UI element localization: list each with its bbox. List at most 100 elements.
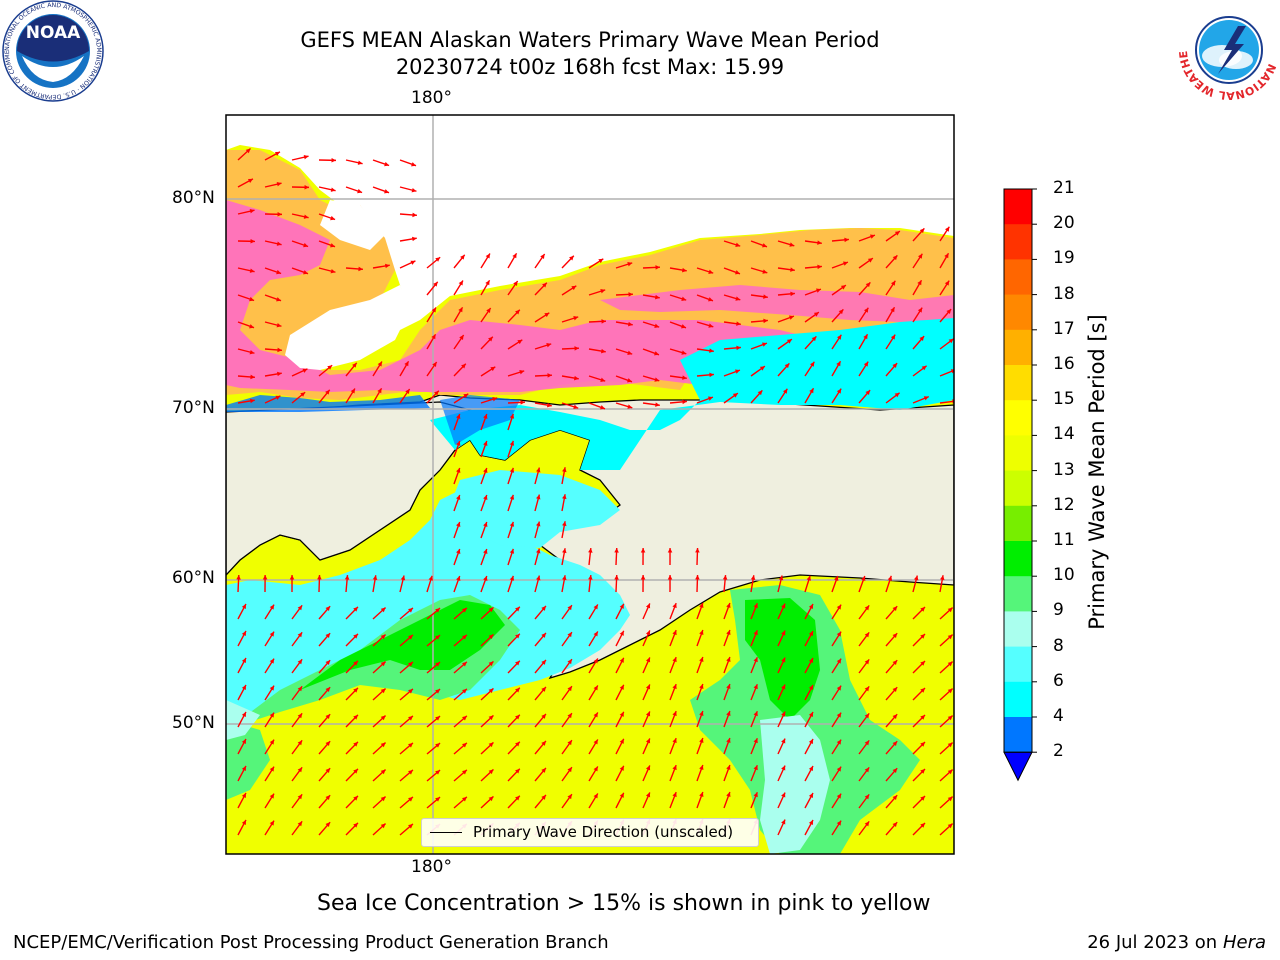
wave-arrow-head xyxy=(358,266,363,272)
wave-arrow-head xyxy=(619,630,624,636)
wave-arrow-head xyxy=(784,363,790,369)
wave-arrow-head xyxy=(917,307,923,313)
wave-arrow-head xyxy=(593,712,598,718)
wave-arrow-head xyxy=(672,657,677,663)
wave-arrow-head xyxy=(483,576,488,581)
wave-arrow-head xyxy=(919,228,925,234)
wave-arrow-head xyxy=(762,269,768,274)
wave-arrow-head xyxy=(541,794,546,800)
wave-arrow-head xyxy=(269,658,275,664)
wave-arrow-head xyxy=(357,160,363,165)
wave-arrow-head xyxy=(762,243,767,248)
wave-arrow-head xyxy=(944,280,950,286)
colorbar-tick-label: 17 xyxy=(1053,318,1075,339)
wave-arrow-head xyxy=(619,765,624,771)
wave-arrow-head xyxy=(894,231,900,236)
wave-arrow-head xyxy=(435,770,441,775)
colorbar-tick-label: 11 xyxy=(1053,530,1075,550)
wave-arrow-head xyxy=(709,372,714,378)
wave-arrow-head xyxy=(944,253,949,259)
wave-arrow-head xyxy=(757,390,763,396)
wave-arrow-head xyxy=(865,390,871,395)
wave-arrow-head xyxy=(408,769,413,775)
wave-arrow-head xyxy=(614,548,619,553)
wave-arrow-head xyxy=(325,741,331,747)
wave-arrow-head xyxy=(456,575,461,581)
wave-arrow-head xyxy=(428,575,433,581)
wave-arrow-head xyxy=(567,632,572,638)
lat-label-50n: 50°N xyxy=(172,713,215,733)
wave-arrow-head xyxy=(844,237,849,243)
wave-arrow-head xyxy=(520,400,525,405)
wave-arrow-head xyxy=(541,605,546,611)
wave-arrow-head xyxy=(864,605,870,611)
wave-arrow-head xyxy=(241,792,246,798)
wave-arrow-head xyxy=(708,323,714,328)
wave-arrow-head xyxy=(353,714,358,720)
wave-arrow-head xyxy=(695,575,700,580)
colorbar-band xyxy=(1004,435,1032,472)
wave-arrow-head xyxy=(869,234,875,239)
wave-arrow-head xyxy=(325,768,331,774)
wave-arrow-head xyxy=(411,187,417,193)
wave-arrow-head xyxy=(330,215,336,221)
wave-arrow-head xyxy=(834,575,839,581)
wave-arrow-head xyxy=(726,792,731,798)
wave-arrow-head xyxy=(269,793,275,799)
wave-arrow-head xyxy=(512,253,517,259)
swell-green-central xyxy=(690,585,920,854)
wave-arrow-head xyxy=(385,263,390,269)
wave-arrow-head xyxy=(408,661,413,667)
wave-arrow-head xyxy=(412,212,417,218)
wave-arrow-head xyxy=(645,684,651,690)
wave-arrow-head xyxy=(380,661,386,667)
wave-arrow-head xyxy=(654,323,660,328)
wave-arrow-head xyxy=(836,820,842,826)
wave-arrow-head xyxy=(456,467,461,473)
wave-arrow-head xyxy=(788,315,794,320)
wave-arrow-head xyxy=(836,334,842,340)
wave-arrow-head xyxy=(483,495,488,500)
wave-arrow-head xyxy=(408,607,413,613)
wave-arrow-head xyxy=(781,765,786,771)
wave-arrow-head xyxy=(435,743,441,748)
wave-arrow-head xyxy=(541,767,546,773)
wave-arrow-head xyxy=(297,686,303,692)
wave-arrow-head xyxy=(249,324,255,329)
wave-arrow-head xyxy=(753,711,758,717)
wave-arrow-head xyxy=(488,796,494,802)
wave-arrow-head xyxy=(892,795,898,801)
wave-arrow-head xyxy=(593,793,598,799)
wave-arrow-head xyxy=(887,575,893,581)
wave-arrow-head xyxy=(864,659,870,665)
wave-arrow-head xyxy=(488,661,494,667)
wave-arrow-head xyxy=(790,267,795,272)
footer-date: 26 Jul 2023 on Hera xyxy=(1087,932,1266,953)
wave-arrow-head xyxy=(541,659,546,665)
wave-arrow-head xyxy=(330,268,336,274)
wave-arrow-head xyxy=(667,575,673,580)
wave-arrow-head xyxy=(808,603,813,609)
wave-arrow-head xyxy=(836,685,842,691)
wave-arrow-head xyxy=(672,630,677,636)
wave-arrow-head xyxy=(948,338,954,344)
lon-label-top: 180° xyxy=(411,88,452,108)
wave-arrow-head xyxy=(541,686,546,692)
wave-arrow-head xyxy=(517,339,523,345)
wave-arrow-head xyxy=(672,711,677,717)
colorbar-tick-label: 8 xyxy=(1053,635,1064,656)
colorbar-band xyxy=(1004,470,1032,507)
wave-arrow-head xyxy=(654,377,660,382)
wave-arrow-head xyxy=(325,714,331,720)
wave-arrow-head xyxy=(547,373,552,378)
wave-arrow-head xyxy=(519,370,525,375)
wave-arrow-head xyxy=(269,712,275,718)
wave-arrow-head xyxy=(277,212,282,217)
wave-arrow-head xyxy=(708,297,713,302)
wave-arrow-head xyxy=(276,297,282,302)
colorbar-band xyxy=(1004,365,1032,401)
wave-arrow-head xyxy=(736,321,741,326)
open-water-white xyxy=(285,285,410,370)
wave-arrow-head xyxy=(808,792,813,798)
wave-arrow-head xyxy=(325,606,331,612)
